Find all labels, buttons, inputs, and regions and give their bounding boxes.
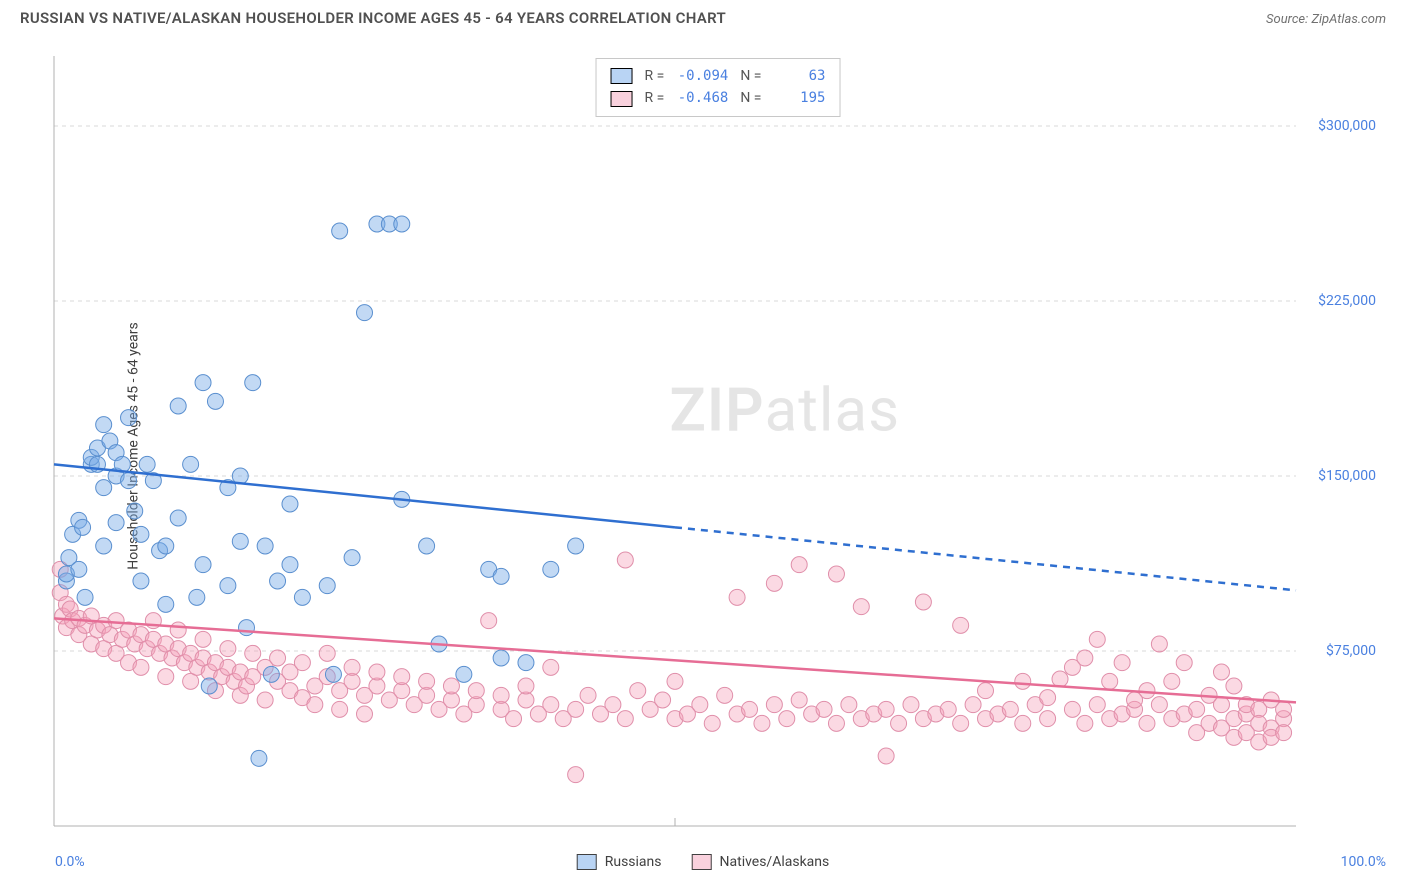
chart-title: RUSSIAN VS NATIVE/ALASKAN HOUSEHOLDER IN… bbox=[20, 9, 726, 27]
swatch-pink bbox=[611, 91, 633, 107]
swatch-blue-bottom bbox=[577, 854, 597, 870]
y-tick-label: $300,000 bbox=[1318, 118, 1376, 134]
legend-label-russians: Russians bbox=[605, 854, 662, 870]
n-label-1: N = bbox=[740, 65, 761, 87]
legend-row-russians: R = -0.094 N = 63 bbox=[611, 65, 826, 87]
n-value-1: 63 bbox=[769, 65, 825, 87]
r-label-2: R = bbox=[645, 87, 665, 109]
chart-plot-area: ZIPatlas R = -0.094 N = 63 R = -0.468 N … bbox=[50, 50, 1386, 832]
r-value-2: -0.468 bbox=[672, 87, 728, 109]
source-prefix: Source: bbox=[1266, 12, 1311, 27]
scatter-plot-svg bbox=[50, 50, 1386, 832]
legend-row-natives: R = -0.468 N = 195 bbox=[611, 87, 826, 109]
x-axis-min-label: 0.0% bbox=[55, 854, 85, 870]
correlation-legend: R = -0.094 N = 63 R = -0.468 N = 195 bbox=[596, 58, 841, 117]
series-legend: Russians Natives/Alaskans bbox=[577, 854, 830, 870]
swatch-pink-bottom bbox=[692, 854, 712, 870]
source-attribution: Source: ZipAtlas.com bbox=[1266, 8, 1386, 27]
legend-label-natives: Natives/Alaskans bbox=[720, 854, 830, 870]
swatch-blue bbox=[611, 68, 633, 84]
n-value-2: 195 bbox=[769, 87, 825, 109]
y-tick-label: $150,000 bbox=[1318, 468, 1376, 484]
r-value-1: -0.094 bbox=[672, 65, 728, 87]
legend-item-russians: Russians bbox=[577, 854, 662, 870]
legend-item-natives: Natives/Alaskans bbox=[692, 854, 830, 870]
n-label-2: N = bbox=[740, 87, 761, 109]
r-label-1: R = bbox=[645, 65, 665, 87]
y-tick-label: $225,000 bbox=[1318, 293, 1376, 309]
y-tick-label: $75,000 bbox=[1326, 643, 1376, 659]
x-axis-max-label: 100.0% bbox=[1341, 854, 1386, 870]
source-name: ZipAtlas.com bbox=[1311, 12, 1386, 27]
